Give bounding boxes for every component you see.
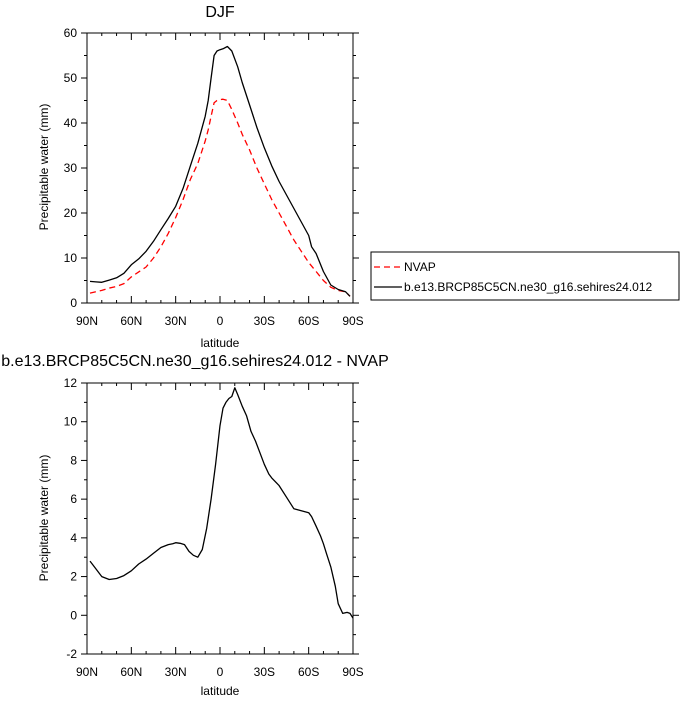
y-tick-label: 4 [70,531,77,545]
y-tick-label: 0 [70,608,77,622]
series-lines [89,45,351,297]
axes-ticks: 90N 60N 30N 0 30S 60S 90S 0 10 20 30 40 50 60 [64,26,364,328]
x-tick-label: 60N [120,665,142,679]
y-tick-label: 6 [70,492,77,506]
y-axis-label: Precipitable water (mm) [37,104,51,231]
legend-box [370,251,680,301]
plot-frame [86,32,354,304]
y-tick-label: 10 [64,251,78,265]
x-axis-label: latitude [201,336,240,350]
series-line-0 [89,387,354,619]
y-tick-label: 10 [64,415,78,429]
axes-ticks: 90N 60N 30N 0 30S 60S 90S -2 0 2 4 6 8 10 12 [64,376,364,679]
y-tick-label: 40 [64,116,78,130]
series-lines [89,387,354,619]
chart-title: DJF [205,4,235,21]
x-tick-label: 30N [165,314,187,328]
y-tick-label: 30 [64,161,78,175]
x-axis-label: latitude [201,684,240,698]
legend: NVAP b.e13.BRCP85C5CN.ne30_g16.sehires24… [370,251,680,301]
y-tick-label: 2 [70,570,77,584]
x-tick-label: 0 [217,314,224,328]
x-tick-label: 60S [298,665,319,679]
x-tick-label: 30S [254,665,275,679]
x-tick-label: 90S [342,665,363,679]
x-tick-label: 90N [76,314,98,328]
plot-frame [86,382,354,655]
y-axis-label: Precipitable water (mm) [37,455,51,582]
y-tick-label: 20 [64,206,78,220]
y-tick-label: 12 [64,376,78,390]
legend-label-model: b.e13.BRCP85C5CN.ne30_g16.sehires24.012 [404,280,652,294]
x-tick-label: 30N [165,665,187,679]
legend-label-nvap: NVAP [404,260,436,274]
y-tick-label: 0 [70,296,77,310]
y-tick-label: 8 [70,453,77,467]
chart-title: b.e13.BRCP85C5CN.ne30_g16.sehires24.012 … [1,353,389,370]
y-tick-label: 60 [64,26,78,40]
series-line-0 [89,98,351,297]
x-tick-label: 90N [76,665,98,679]
panel-top: DJF latitude Precipitable water (mm) 90N… [37,4,364,350]
y-tick-label: -2 [66,647,77,661]
x-tick-label: 30S [254,314,275,328]
series-line-1 [89,45,351,297]
x-tick-label: 60N [120,314,142,328]
y-tick-label: 50 [64,71,78,85]
panel-bottom: b.e13.BRCP85C5CN.ne30_g16.sehires24.012 … [1,353,389,698]
x-tick-label: 0 [217,665,224,679]
x-tick-label: 60S [298,314,319,328]
x-tick-label: 90S [342,314,363,328]
